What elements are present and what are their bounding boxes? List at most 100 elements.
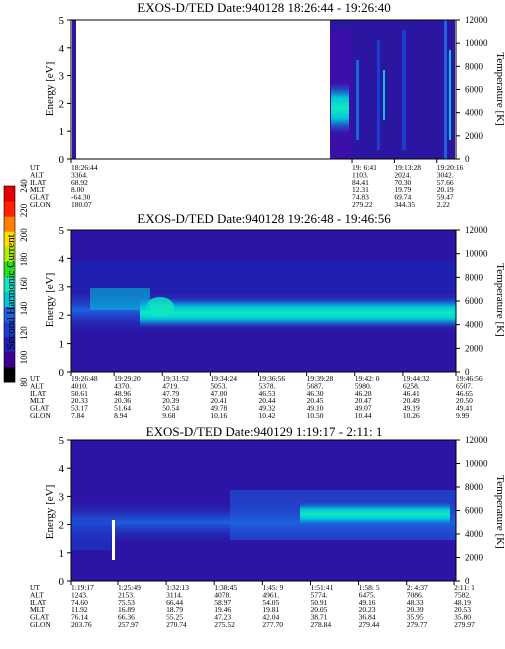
colorbar-segment <box>4 201 15 217</box>
colorbar-segment <box>4 306 15 323</box>
table-cell: 279.44 <box>359 620 380 629</box>
row-label: GLAT <box>30 613 50 622</box>
table-cell: 257.97 <box>118 620 139 629</box>
panel-1: EXOS-D/TED Date:940128 18:26:44 - 19:26:… <box>30 0 505 209</box>
row-label: ALT <box>30 170 44 179</box>
colorbar-segment <box>4 216 15 232</box>
table-cell: 180.07 <box>71 200 92 209</box>
row-label: GLON <box>30 411 51 420</box>
panel-1-axes: 0 1 2 3 4 5 0 2000 4000 6000 8000 10000 12000 <box>59 15 489 166</box>
table-cell: 1:19:17 <box>71 583 94 592</box>
table-cell: 19:26:48 <box>71 374 98 383</box>
table-cell: 46.28 <box>355 389 372 398</box>
table-cell: 20.41 <box>210 396 227 405</box>
row-label: UT <box>30 374 40 383</box>
y2-tick-label: 10000 <box>465 249 488 259</box>
colorbar-label: Second Harmonic Current <box>5 234 17 349</box>
table-cell: 19: 6:41 <box>352 163 377 172</box>
y-tick-label: 1 <box>59 548 65 560</box>
table-cell: 20.47 <box>355 396 372 405</box>
y-tick-label: 3 <box>59 282 65 294</box>
table-cell: 19.46 <box>214 605 231 614</box>
panel-1-data-strip-start <box>72 20 76 159</box>
colorbar-tick-label: 80 <box>19 377 29 387</box>
table-cell: 47.23 <box>214 613 231 622</box>
y2-tick-label: 10000 <box>465 459 488 469</box>
y-tick-label: 4 <box>59 253 65 265</box>
table-cell: 84.41 <box>352 178 369 187</box>
table-cell: 35.80 <box>454 613 471 622</box>
colorbar: 80 100 120 140 160 180 200 220 240 <box>3 179 29 387</box>
table-cell: 74.83 <box>352 193 369 202</box>
panel-2: EXOS-D/TED Date:940128 19:26:48 - 19:46:… <box>30 211 505 420</box>
table-cell: 4370. <box>114 381 131 390</box>
table-cell: 20.19 <box>437 185 454 194</box>
colorbar-segment <box>4 336 15 353</box>
table-cell: 6507. <box>456 381 473 390</box>
table-cell: 36.84 <box>359 613 376 622</box>
y2-tick-label: 10000 <box>465 38 488 48</box>
panel-1-bright-patch <box>331 82 349 134</box>
row-label: UT <box>30 163 40 172</box>
table-cell: 48.33 <box>407 598 424 607</box>
panel-3-cyan-band <box>300 502 450 526</box>
table-cell: 48.96 <box>114 389 131 398</box>
table-cell: 4010. <box>71 381 88 390</box>
panel-3: EXOS-D/TED Date:940129 1:19:17 - 2:11: 1… <box>30 424 505 629</box>
table-cell: 20.44 <box>258 396 275 405</box>
panel-3-title: EXOS-D/TED Date:940129 1:19:17 - 2:11: 1 <box>146 424 383 439</box>
y2-tick-label: 0 <box>465 154 470 164</box>
table-cell: 5774. <box>310 590 327 599</box>
panel-2-plot <box>70 229 457 373</box>
table-cell: 6475. <box>359 590 376 599</box>
table-cell: 1:38:45 <box>214 583 237 592</box>
table-cell: 10.26 <box>403 411 420 420</box>
table-cell: 275.52 <box>214 620 235 629</box>
row-label: ILAT <box>30 178 47 187</box>
table-cell: 51.64 <box>114 404 131 413</box>
panel-1-streak-c <box>383 70 385 120</box>
table-cell: 19:44:32 <box>403 374 430 383</box>
y2-tick-label: 6000 <box>465 296 484 306</box>
table-cell: 75.53 <box>118 598 135 607</box>
table-cell: 20.39 <box>162 396 179 405</box>
colorbar-segment <box>4 291 15 308</box>
row-label: ILAT <box>30 389 47 398</box>
table-cell: 19.79 <box>394 185 411 194</box>
table-cell: 20.50 <box>456 396 473 405</box>
colorbar-frame <box>3 185 16 383</box>
panel-3-ylabel: Energy [eV] <box>44 485 56 539</box>
y-tick-label: 5 <box>59 225 65 237</box>
row-label: ALT <box>30 381 44 390</box>
y2-tick-label: 4000 <box>465 320 484 330</box>
table-cell: 7582. <box>454 590 471 599</box>
table-cell: 58.97 <box>214 598 231 607</box>
row-label: UT <box>30 583 40 592</box>
table-cell: 20.53 <box>454 605 471 614</box>
panel-3-plot <box>70 439 457 582</box>
row-label: ILAT <box>30 598 47 607</box>
table-cell: 4719. <box>162 381 179 390</box>
table-cell: 49.07 <box>355 404 372 413</box>
table-cell: 46.41 <box>403 389 420 398</box>
table-cell: 59.47 <box>437 193 454 202</box>
y-tick-label: 1 <box>59 339 65 351</box>
y2-tick-label: 12000 <box>465 225 488 235</box>
colorbar-segment <box>4 276 15 293</box>
colorbar-segment <box>4 366 15 383</box>
panel-1-plot <box>70 19 457 160</box>
table-cell: 279.22 <box>352 200 373 209</box>
y2-tick-label: 0 <box>465 367 470 377</box>
table-cell: 10.44 <box>355 411 372 420</box>
table-cell: 19:29:20 <box>114 374 141 383</box>
y2-tick-label: 8000 <box>465 61 484 71</box>
colorbar-tick-label: 160 <box>19 277 29 291</box>
table-cell: 2.22 <box>437 200 450 209</box>
colorbar-tick-label: 200 <box>19 228 29 242</box>
panel-3-y2label: Temperature [K] <box>494 475 505 548</box>
table-cell: 38.71 <box>310 613 327 622</box>
panel-1-ylabel: Energy [eV] <box>44 62 56 116</box>
y-tick-label: 2 <box>59 310 65 322</box>
y2-tick-label: 2000 <box>465 343 484 353</box>
table-cell: 20.45 <box>307 396 324 405</box>
